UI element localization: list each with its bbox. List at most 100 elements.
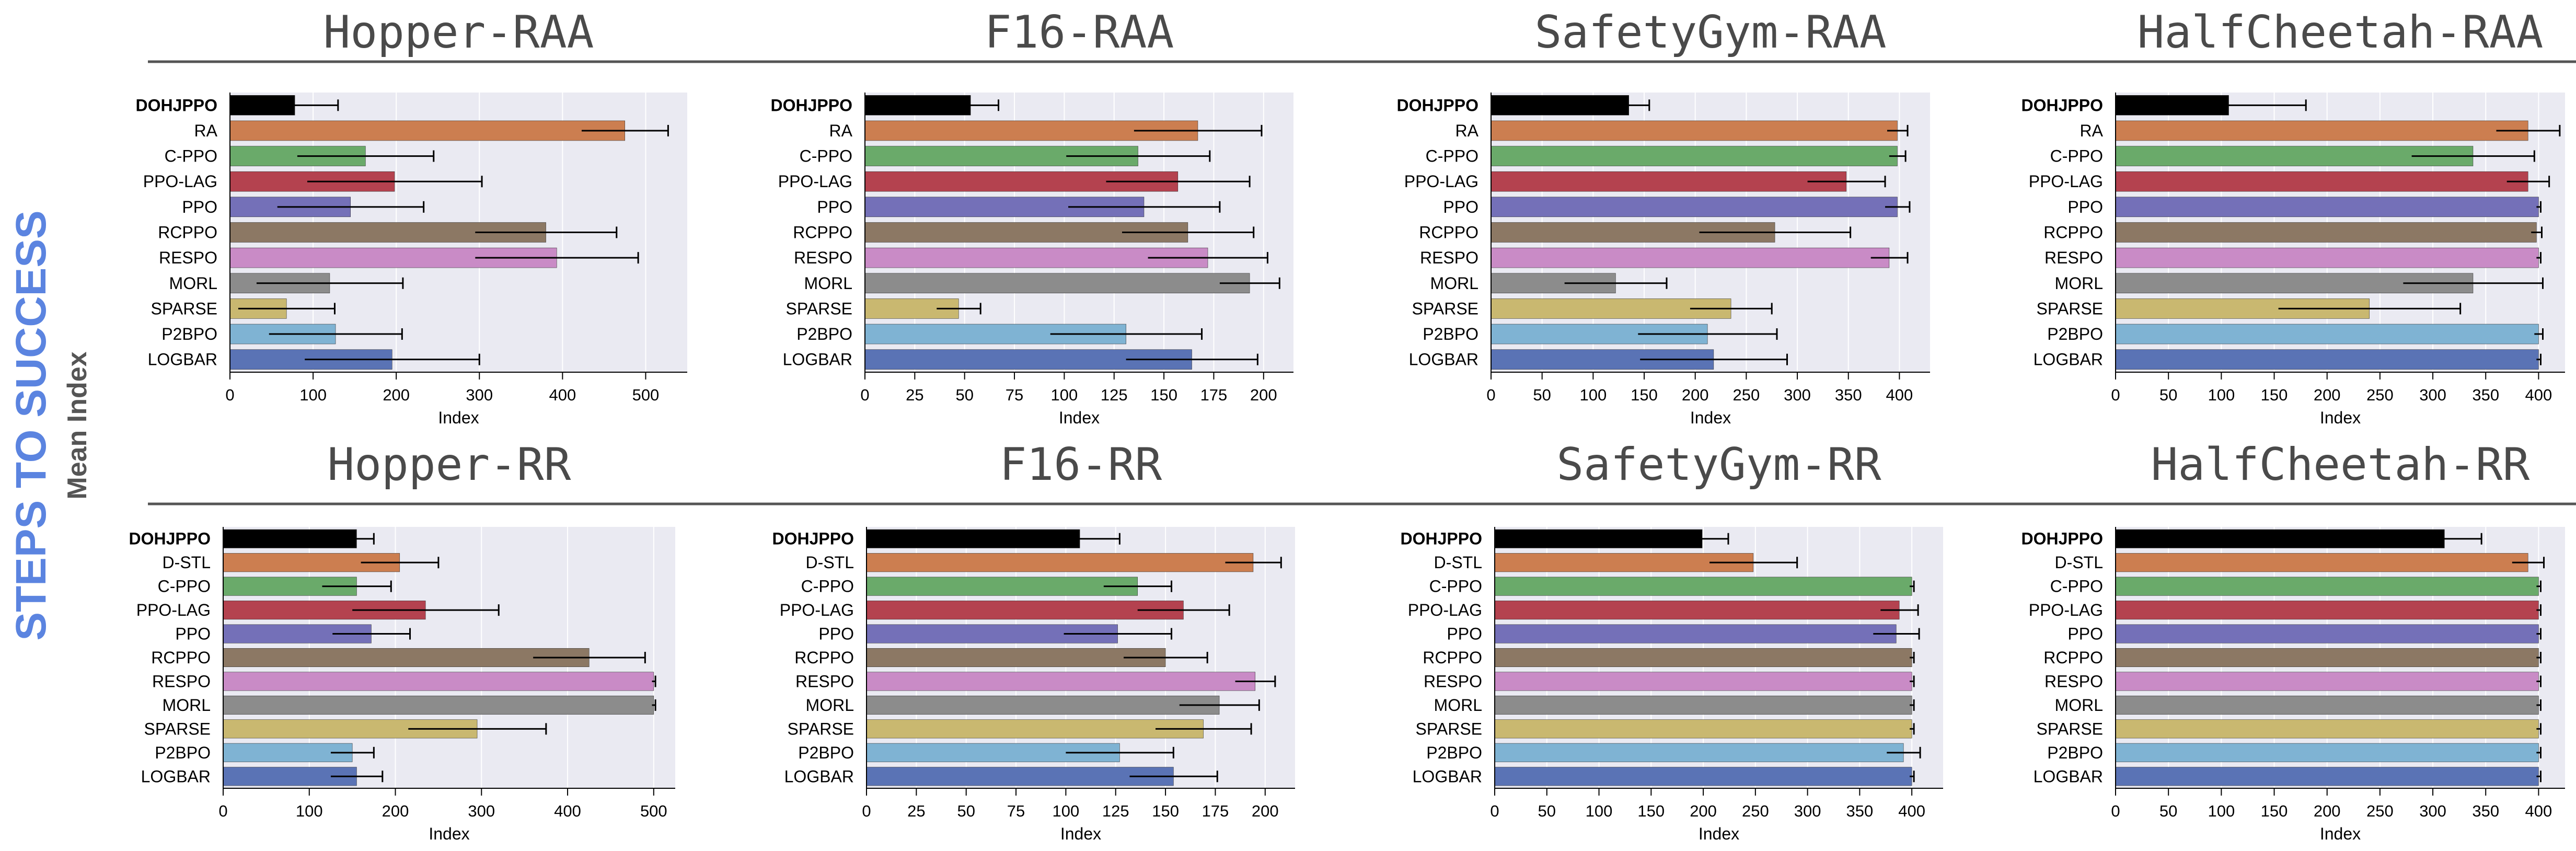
bar-rcppo: [2115, 222, 2537, 243]
category-label: RESPO: [2044, 672, 2103, 691]
category-label: LOGBAR: [1413, 767, 1482, 786]
category-label: LOGBAR: [2034, 350, 2103, 369]
category-label: RESPO: [1420, 248, 1478, 267]
bar-respo: [1494, 672, 1912, 691]
x-tick-label: 0: [2111, 802, 2120, 820]
bar-ppo-lag: [2115, 171, 2528, 192]
category-label: DOHJPPO: [129, 530, 211, 548]
x-tick-label: 150: [1152, 802, 1179, 820]
category-label: LOGBAR: [2034, 767, 2103, 786]
bar-ppo-lag: [866, 601, 1184, 620]
category-label: DOHJPPO: [136, 96, 217, 114]
x-tick-label: 300: [468, 802, 495, 820]
x-tick-label: 150: [1631, 386, 1658, 404]
chart-title: SafetyGym-RAA: [1534, 6, 1886, 59]
chart-title: HalfCheetah-RR: [2151, 439, 2530, 491]
category-label: RA: [194, 121, 218, 140]
chart-panel-5: Hopper-RR DOHJPPO D-STL C-PPO PPO-LAG PPO RCPP…: [129, 439, 675, 843]
category-label: LOGBAR: [1409, 350, 1478, 369]
category-label: PPO: [2067, 625, 2103, 643]
category-label: PPO-LAG: [136, 601, 211, 619]
chart-panel-4: HalfCheetah-RAA DOHJPPO RA C-PPO PPO-LAG PPO R…: [2021, 6, 2565, 427]
x-tick-label: 150: [1637, 802, 1665, 820]
chart-title: Hopper-RAA: [324, 6, 594, 59]
x-tick-label: 500: [632, 386, 660, 404]
category-label: PPO: [818, 625, 854, 643]
bar-p2bpo: [2115, 324, 2539, 344]
bar-ppo: [2115, 197, 2539, 217]
x-tick-label: 0: [1486, 386, 1495, 404]
x-tick-label: 350: [1835, 386, 1862, 404]
chart-panel-8: HalfCheetah-RR DOHJPPO D-STL C-PPO PPO-LAG PP…: [2021, 439, 2565, 843]
category-label: SPARSE: [1412, 299, 1478, 318]
chart-panel-7: SafetyGym-RR DOHJPPO D-STL C-PPO PPO-LAG PPO R…: [1401, 439, 1943, 843]
category-label: C-PPO: [2050, 147, 2103, 166]
x-tick-label: 50: [2159, 802, 2177, 820]
x-tick-label: 50: [957, 802, 975, 820]
x-tick-label: 50: [1533, 386, 1551, 404]
category-label: P2BPO: [1423, 325, 1478, 343]
bar-respo: [2115, 672, 2539, 691]
bar-dohjppo: [223, 529, 357, 548]
category-label: RCPPO: [2043, 223, 2103, 242]
bar-d-stl: [866, 553, 1254, 572]
category-label: RCPPO: [1419, 223, 1478, 242]
category-label: RESPO: [159, 248, 217, 267]
category-label: PPO: [817, 198, 852, 216]
bar-c-ppo: [1494, 577, 1912, 596]
x-tick-label: 350: [2472, 802, 2499, 820]
chart-title: HalfCheetah-RAA: [2138, 6, 2544, 59]
x-tick-label: 400: [554, 802, 581, 820]
category-label: SPARSE: [786, 299, 852, 318]
category-label: SPARSE: [788, 719, 854, 738]
x-tick-label: 150: [2261, 802, 2288, 820]
category-label: SPARSE: [151, 299, 217, 318]
bar-morl: [864, 273, 1250, 294]
category-label: PPO: [182, 198, 217, 216]
x-tick-label: 400: [1898, 802, 1925, 820]
category-label: MORL: [2055, 274, 2103, 293]
bar-respo: [866, 672, 1256, 691]
category-label: C-PPO: [1426, 147, 1478, 166]
bar-ppo: [1491, 197, 1898, 217]
category-label: C-PPO: [158, 577, 211, 596]
x-tick-label: 350: [1846, 802, 1874, 820]
bar-c-ppo: [1491, 146, 1898, 166]
bar-ppo-lag: [864, 171, 1179, 192]
category-label: P2BPO: [161, 325, 217, 343]
x-tick-label: 25: [907, 802, 925, 820]
bar-sparse: [2115, 719, 2539, 739]
x-tick-label: 350: [2472, 386, 2499, 404]
x-tick-label: 100: [1053, 802, 1080, 820]
category-label: PPO: [2067, 198, 2103, 216]
category-label: DOHJPPO: [2021, 530, 2103, 548]
category-label: RA: [2080, 121, 2104, 140]
x-tick-label: 200: [1682, 386, 1709, 404]
category-label: C-PPO: [801, 577, 854, 596]
x-tick-label: 50: [1538, 802, 1556, 820]
category-label: C-PPO: [2050, 577, 2103, 596]
category-label: C-PPO: [165, 147, 217, 166]
category-label: SPARSE: [2037, 719, 2103, 738]
category-label: PPO-LAG: [2029, 601, 2103, 619]
category-label: PPO: [1443, 198, 1478, 216]
x-tick-label: 0: [225, 386, 234, 404]
bar-respo: [2115, 247, 2539, 268]
x-tick-label: 100: [1586, 802, 1613, 820]
chart-panel-6: F16-RR DOHJPPO D-STL C-PPO PPO-LAG PPO RCPPO RE…: [772, 439, 1295, 843]
bar-logbar: [1494, 767, 1912, 786]
category-label: DOHJPPO: [772, 530, 854, 548]
bar-dohjppo: [2115, 529, 2445, 548]
x-axis-label: Index: [1060, 824, 1101, 843]
x-tick-label: 0: [862, 802, 871, 820]
category-label: MORL: [163, 696, 211, 715]
x-tick-label: 400: [549, 386, 576, 404]
x-tick-label: 75: [1006, 386, 1023, 404]
category-label: C-PPO: [800, 147, 852, 166]
x-tick-label: 100: [2208, 802, 2235, 820]
chart-title: SafetyGym-RR: [1556, 439, 1881, 491]
bar-ppo-lag: [1491, 171, 1847, 192]
bar-logbar: [2115, 767, 2539, 786]
x-tick-label: 125: [1101, 386, 1128, 404]
